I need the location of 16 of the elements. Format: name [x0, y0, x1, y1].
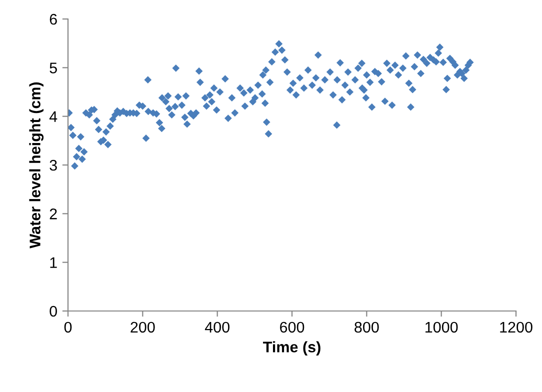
y-tick-label: 1 [50, 257, 57, 268]
x-tick-label: 400 [204, 322, 230, 333]
y-axis-title: Water level height (cm) [29, 82, 44, 248]
x-tick-label: 200 [130, 322, 155, 333]
x-tick-label: 600 [280, 322, 304, 333]
y-tick-label: 0 [50, 306, 57, 317]
y-tick-label: 3 [50, 160, 57, 171]
x-axis-title: Time (s) [263, 341, 320, 356]
x-tick-label: 1200 [500, 322, 532, 333]
x-tick-label: 1000 [426, 322, 458, 333]
y-tick-label: 4 [49, 111, 58, 122]
x-tick-label: 800 [354, 322, 379, 333]
y-tick-label: 2 [50, 208, 57, 220]
y-tick-label: 6 [50, 14, 57, 25]
x-tick-label: 0 [64, 322, 72, 333]
y-tick-label: 5 [50, 62, 57, 74]
